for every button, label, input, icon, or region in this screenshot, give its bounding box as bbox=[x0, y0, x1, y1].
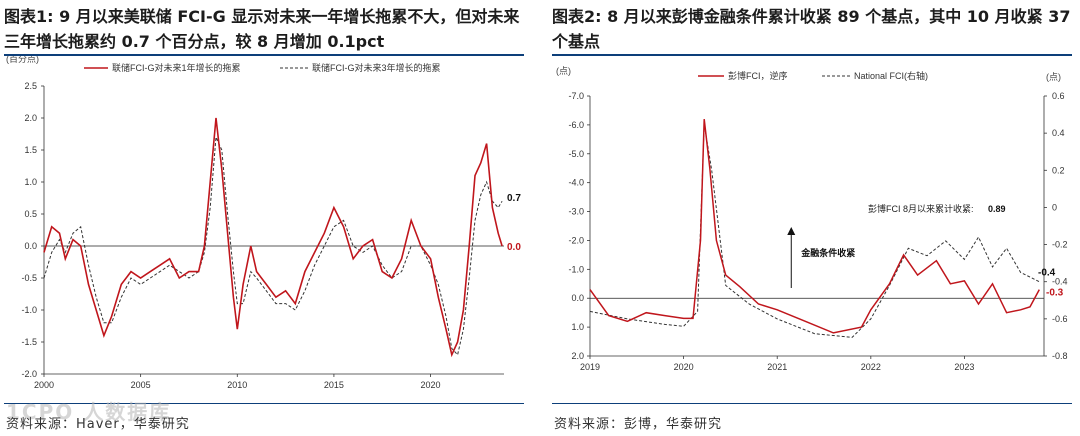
right-y-tick-label: 0.2 bbox=[1052, 165, 1065, 175]
x-tick-label: 2020 bbox=[674, 362, 694, 372]
x-tick-label: 2000 bbox=[34, 380, 54, 390]
left-y-tick-label: 1.0 bbox=[571, 322, 584, 332]
chart-title-right: 图表2: 8 月以来彭博金融条件累计收紧 89 个基点，其中 10 月收紧 37… bbox=[552, 7, 1071, 51]
legend-label-series-2: 联储FCI-G对未来3年增长的拖累 bbox=[312, 62, 441, 73]
y-unit-label: (百分点) bbox=[6, 56, 39, 64]
right-y-tick-label: 0.6 bbox=[1052, 91, 1065, 101]
series-line-bloomberg-fci bbox=[589, 119, 1040, 334]
x-tick-label: 2023 bbox=[954, 362, 974, 372]
right-y-tick-label: 0 bbox=[1052, 202, 1057, 212]
x-tick-label: 2010 bbox=[227, 380, 247, 390]
left-y-unit-label: (点) bbox=[556, 66, 571, 76]
series-line-fcig-3yr bbox=[43, 135, 503, 356]
legend-label-series-2: National FCI(右轴) bbox=[854, 70, 928, 81]
left-y-tick-label: -6.0 bbox=[568, 120, 584, 130]
legend-label-series-1: 联储FCI-G对未来1年增长的拖累 bbox=[112, 62, 241, 73]
left-y-tick-label: -4.0 bbox=[568, 178, 584, 188]
y-tick-label: -1.5 bbox=[21, 337, 37, 347]
title-rule-left bbox=[4, 54, 524, 56]
left-y-tick-label: -1.0 bbox=[568, 264, 584, 274]
right-y-tick-label: -0.6 bbox=[1052, 314, 1068, 324]
annotation-text-cumulative: 彭博FCI 8月以来累计收紧: bbox=[868, 203, 974, 214]
title-rule-right bbox=[552, 54, 1072, 56]
y-tick-label: 2.0 bbox=[24, 113, 37, 123]
y-tick-label: 1.5 bbox=[24, 145, 37, 155]
end-label-series-1: -0.3 bbox=[1046, 288, 1064, 299]
left-y-tick-label: -7.0 bbox=[568, 91, 584, 101]
series-line-fcig-1yr bbox=[43, 117, 503, 358]
legend-label-series-1: 彭博FCI，逆序 bbox=[728, 70, 788, 81]
left-y-tick-label: -2.0 bbox=[568, 235, 584, 245]
x-tick-label: 2015 bbox=[324, 380, 344, 390]
end-label-series-2: 0.7 bbox=[507, 193, 521, 204]
line-chart-right: (点) (点) 彭博FCI，逆序 National FCI(右轴) -7.0 -6.0 -5… bbox=[556, 66, 1068, 372]
source-note-left: 资料来源：Haver，华泰研究 bbox=[6, 417, 190, 432]
x-tick-label: 2020 bbox=[421, 380, 441, 390]
y-tick-label: -2.0 bbox=[21, 369, 37, 379]
left-y-tick-label: 0.0 bbox=[571, 293, 584, 303]
y-tick-label: 0.0 bbox=[24, 241, 37, 251]
left-y-tick-label: -3.0 bbox=[568, 207, 584, 217]
end-label-series-2: -0.4 bbox=[1038, 268, 1056, 279]
chart-panel-left: 图表1: 9 月以来美联储 FCI-G 显示对未来一年增长拖累不大，但对未来三年… bbox=[4, 0, 524, 436]
line-chart-left: (百分点) 联储FCI-G对未来1年增长的拖累 联储FCI-G对未来3年增长的拖累 -… bbox=[6, 56, 521, 390]
arrow-head-tightening bbox=[787, 227, 796, 235]
source-rule-right bbox=[552, 403, 1072, 404]
series-line-national-fci bbox=[589, 123, 1040, 338]
x-tick-label: 2019 bbox=[580, 362, 600, 372]
y-tick-label: 1.0 bbox=[24, 177, 37, 187]
right-y-tick-label: -0.2 bbox=[1052, 240, 1068, 250]
y-tick-label: -0.5 bbox=[21, 273, 37, 283]
source-note-right: 资料来源：彭博，华泰研究 bbox=[554, 417, 723, 432]
chart-panel-right: 图表2: 8 月以来彭博金融条件累计收紧 89 个基点，其中 10 月收紧 37… bbox=[552, 0, 1072, 436]
right-y-unit-label: (点) bbox=[1046, 72, 1061, 82]
x-tick-label: 2005 bbox=[131, 380, 151, 390]
end-label-series-1: 0.0 bbox=[507, 242, 521, 253]
annotation-value-cumulative: 0.89 bbox=[988, 204, 1006, 214]
y-tick-label: -1.0 bbox=[21, 305, 37, 315]
y-tick-label: 0.5 bbox=[24, 209, 37, 219]
right-y-tick-label: -0.8 bbox=[1052, 351, 1068, 361]
source-rule-left bbox=[4, 403, 524, 404]
left-y-tick-label: -5.0 bbox=[568, 149, 584, 159]
y-tick-label: 2.5 bbox=[24, 81, 37, 91]
x-tick-label: 2022 bbox=[861, 362, 881, 372]
right-y-tick-label: 0.4 bbox=[1052, 128, 1065, 138]
right-y-tick-label: -0.4 bbox=[1052, 277, 1068, 287]
x-tick-label: 2021 bbox=[767, 362, 787, 372]
left-y-tick-label: 2.0 bbox=[571, 351, 584, 361]
annotation-text-tightening: 金融条件收紧 bbox=[800, 247, 855, 258]
chart-title-left: 图表1: 9 月以来美联储 FCI-G 显示对未来一年增长拖累不大，但对未来三年… bbox=[4, 7, 520, 51]
watermark-logo: 1CPO 人数据库 bbox=[6, 400, 172, 424]
